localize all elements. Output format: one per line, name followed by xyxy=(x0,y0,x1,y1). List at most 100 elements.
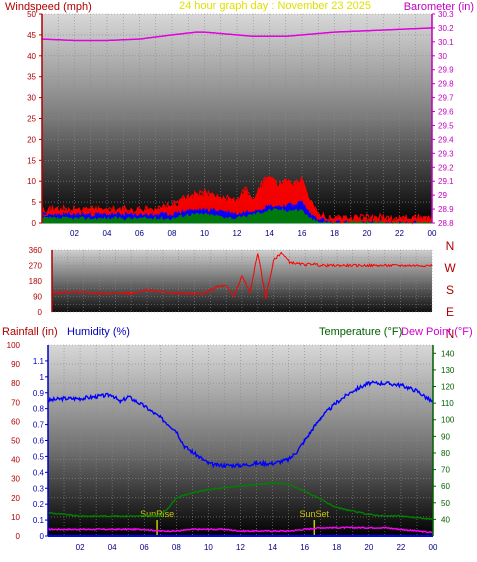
rainfall-tick-label: 0.2 xyxy=(33,500,45,509)
humidity-tick-label: 70 xyxy=(11,398,20,407)
temperature-tick-label: 50 xyxy=(441,499,450,508)
temperature-tick-label: 80 xyxy=(441,449,450,458)
temperature-tick-label: 120 xyxy=(441,383,455,392)
temperature-tick-label: 40 xyxy=(441,515,450,524)
direction-series xyxy=(51,251,433,299)
humidity-tick-label: 80 xyxy=(11,379,20,388)
humidity-tick-label: 90 xyxy=(11,360,20,369)
rainfall-tick-label: 0.7 xyxy=(33,421,45,430)
temperature-tick-label: 140 xyxy=(441,349,455,358)
windspeed-tick-label: 50 xyxy=(27,10,36,19)
compass-label-n: N xyxy=(446,327,455,341)
barometer-tick-label: 29.6 xyxy=(438,108,454,117)
direction-grid xyxy=(51,249,433,313)
temp-x-tick-label: 04 xyxy=(108,543,117,552)
rainfall-tick-label: 0.5 xyxy=(33,452,45,461)
temperature-tick-label: 90 xyxy=(441,432,450,441)
humidity-tick-label: 20 xyxy=(11,494,20,503)
compass-label-s: S xyxy=(446,283,454,297)
temp-x-tick-label: 18 xyxy=(332,543,341,552)
windspeed-tick-label: 30 xyxy=(27,94,36,103)
humidity-tick-label: 10 xyxy=(11,513,20,522)
windspeed-tick-label: 20 xyxy=(27,135,36,144)
barometer-tick-label: 29.4 xyxy=(438,135,454,144)
direction-tick-label: 180 xyxy=(29,277,43,286)
temp-x-tick-label: 14 xyxy=(268,543,277,552)
barometer-tick-label: 29.2 xyxy=(438,163,454,172)
rainfall-tick-label: 0.6 xyxy=(33,437,45,446)
wind-x-tick-label: 02 xyxy=(70,229,79,238)
temp-x-tick-label: 00 xyxy=(429,543,438,552)
compass-label-n: N xyxy=(446,239,455,253)
barometer-tick-label: 30 xyxy=(438,52,447,61)
series-humidity xyxy=(47,379,434,469)
temperature-tick-label: 100 xyxy=(441,416,455,425)
barometer-tick-label: 29.5 xyxy=(438,121,454,130)
wind-barometer-panel: 0 5 10 15 20 25 30 35 40 45 50 28.8 28.9 29 29.1 29.2 29… xyxy=(5,0,474,238)
windspeed-tick-label: 25 xyxy=(27,115,36,124)
compass-label-w: W xyxy=(444,261,456,275)
temperature-tick-label: 110 xyxy=(441,399,454,408)
barometer-tick-label: 30.3 xyxy=(438,10,454,19)
series-barometer xyxy=(42,27,433,42)
barometer-tick-label: 29.8 xyxy=(438,80,454,89)
humidity-tick-label: 30 xyxy=(11,475,20,484)
barometer-tick-label: 30.1 xyxy=(438,38,454,47)
windspeed-tick-label: 15 xyxy=(27,156,36,165)
wind-x-tick-label: 08 xyxy=(168,229,177,238)
wind-series xyxy=(41,27,433,225)
sunrise-label: SunRise xyxy=(140,509,174,519)
barometer-tick-label: 29.3 xyxy=(438,149,454,158)
temp-x-tick-label: 12 xyxy=(236,543,245,552)
direction-tick-label: 0 xyxy=(38,308,43,317)
windspeed-tick-label: 0 xyxy=(32,219,37,228)
windspeed-tick-label: 5 xyxy=(32,198,37,207)
temp-x-tick-label: 08 xyxy=(172,543,181,552)
direction-tick-label: 360 xyxy=(29,246,43,255)
rainfall-tick-label: 0.8 xyxy=(33,405,45,414)
wind-x-tick-label: 04 xyxy=(103,229,112,238)
barometer-tick-label: 29 xyxy=(438,191,447,200)
humidity-tick-label: 50 xyxy=(11,437,20,446)
temperature-tick-label: 130 xyxy=(441,366,455,375)
wind-x-tick-label: 14 xyxy=(265,229,274,238)
temp-humidity-panel: SunRise SunSet 0 10 20 30 40 50 60 70 80 90 10 00 0.1… xyxy=(2,326,473,552)
barometer-tick-label: 29.1 xyxy=(438,177,454,186)
compass-label-e: E xyxy=(446,305,454,319)
temp-x-tick-label: 10 xyxy=(204,543,213,552)
windspeed-tick-label: 10 xyxy=(27,177,36,186)
wind-x-tick-label: 18 xyxy=(330,229,339,238)
rainfall-tick-label: 1 xyxy=(40,373,45,382)
series-wind-direction xyxy=(51,251,433,299)
series-wind-gust-line xyxy=(41,175,433,225)
sunset-label: SunSet xyxy=(300,509,330,519)
wind-x-tick-label: 12 xyxy=(233,229,242,238)
wind-x-tick-label: 10 xyxy=(200,229,209,238)
rainfall-axis-label: Rainfall (in) xyxy=(2,326,58,338)
temp-axes: 010203040506070809010000.10.20.30.40.50.… xyxy=(7,341,455,552)
direction-tick-label: 90 xyxy=(33,293,42,302)
temp-x-tick-label: 20 xyxy=(364,543,373,552)
dewpoint-axis-label: Dew Point (°F) xyxy=(401,326,473,338)
windspeed-tick-label: 35 xyxy=(27,73,36,82)
wind-x-tick-label: 00 xyxy=(428,229,437,238)
temp-x-tick-label: 06 xyxy=(140,543,149,552)
barometer-tick-label: 28.8 xyxy=(438,219,454,228)
windspeed-axis-label: Windspeed (mph) xyxy=(5,1,92,13)
chart-title: 24 hour graph day : November 23 2025 xyxy=(179,0,371,12)
temperature-tick-label: 60 xyxy=(441,482,450,491)
rainfall-tick-label: 0.1 xyxy=(33,516,45,525)
barometer-axis-label: Barometer (in) xyxy=(404,1,474,13)
temp-x-tick-label: 22 xyxy=(396,543,405,552)
humidity-tick-label: 0 xyxy=(16,532,21,541)
direction-tick-label: 270 xyxy=(29,262,43,271)
humidity-tick-label: 100 xyxy=(7,341,21,350)
rainfall-tick-label: 0.3 xyxy=(33,484,45,493)
series-temperature xyxy=(47,481,434,521)
windspeed-tick-label: 45 xyxy=(27,31,36,40)
humidity-axis-label: Humidity (%) xyxy=(67,326,130,338)
rainfall-tick-label: 0.9 xyxy=(33,389,45,398)
